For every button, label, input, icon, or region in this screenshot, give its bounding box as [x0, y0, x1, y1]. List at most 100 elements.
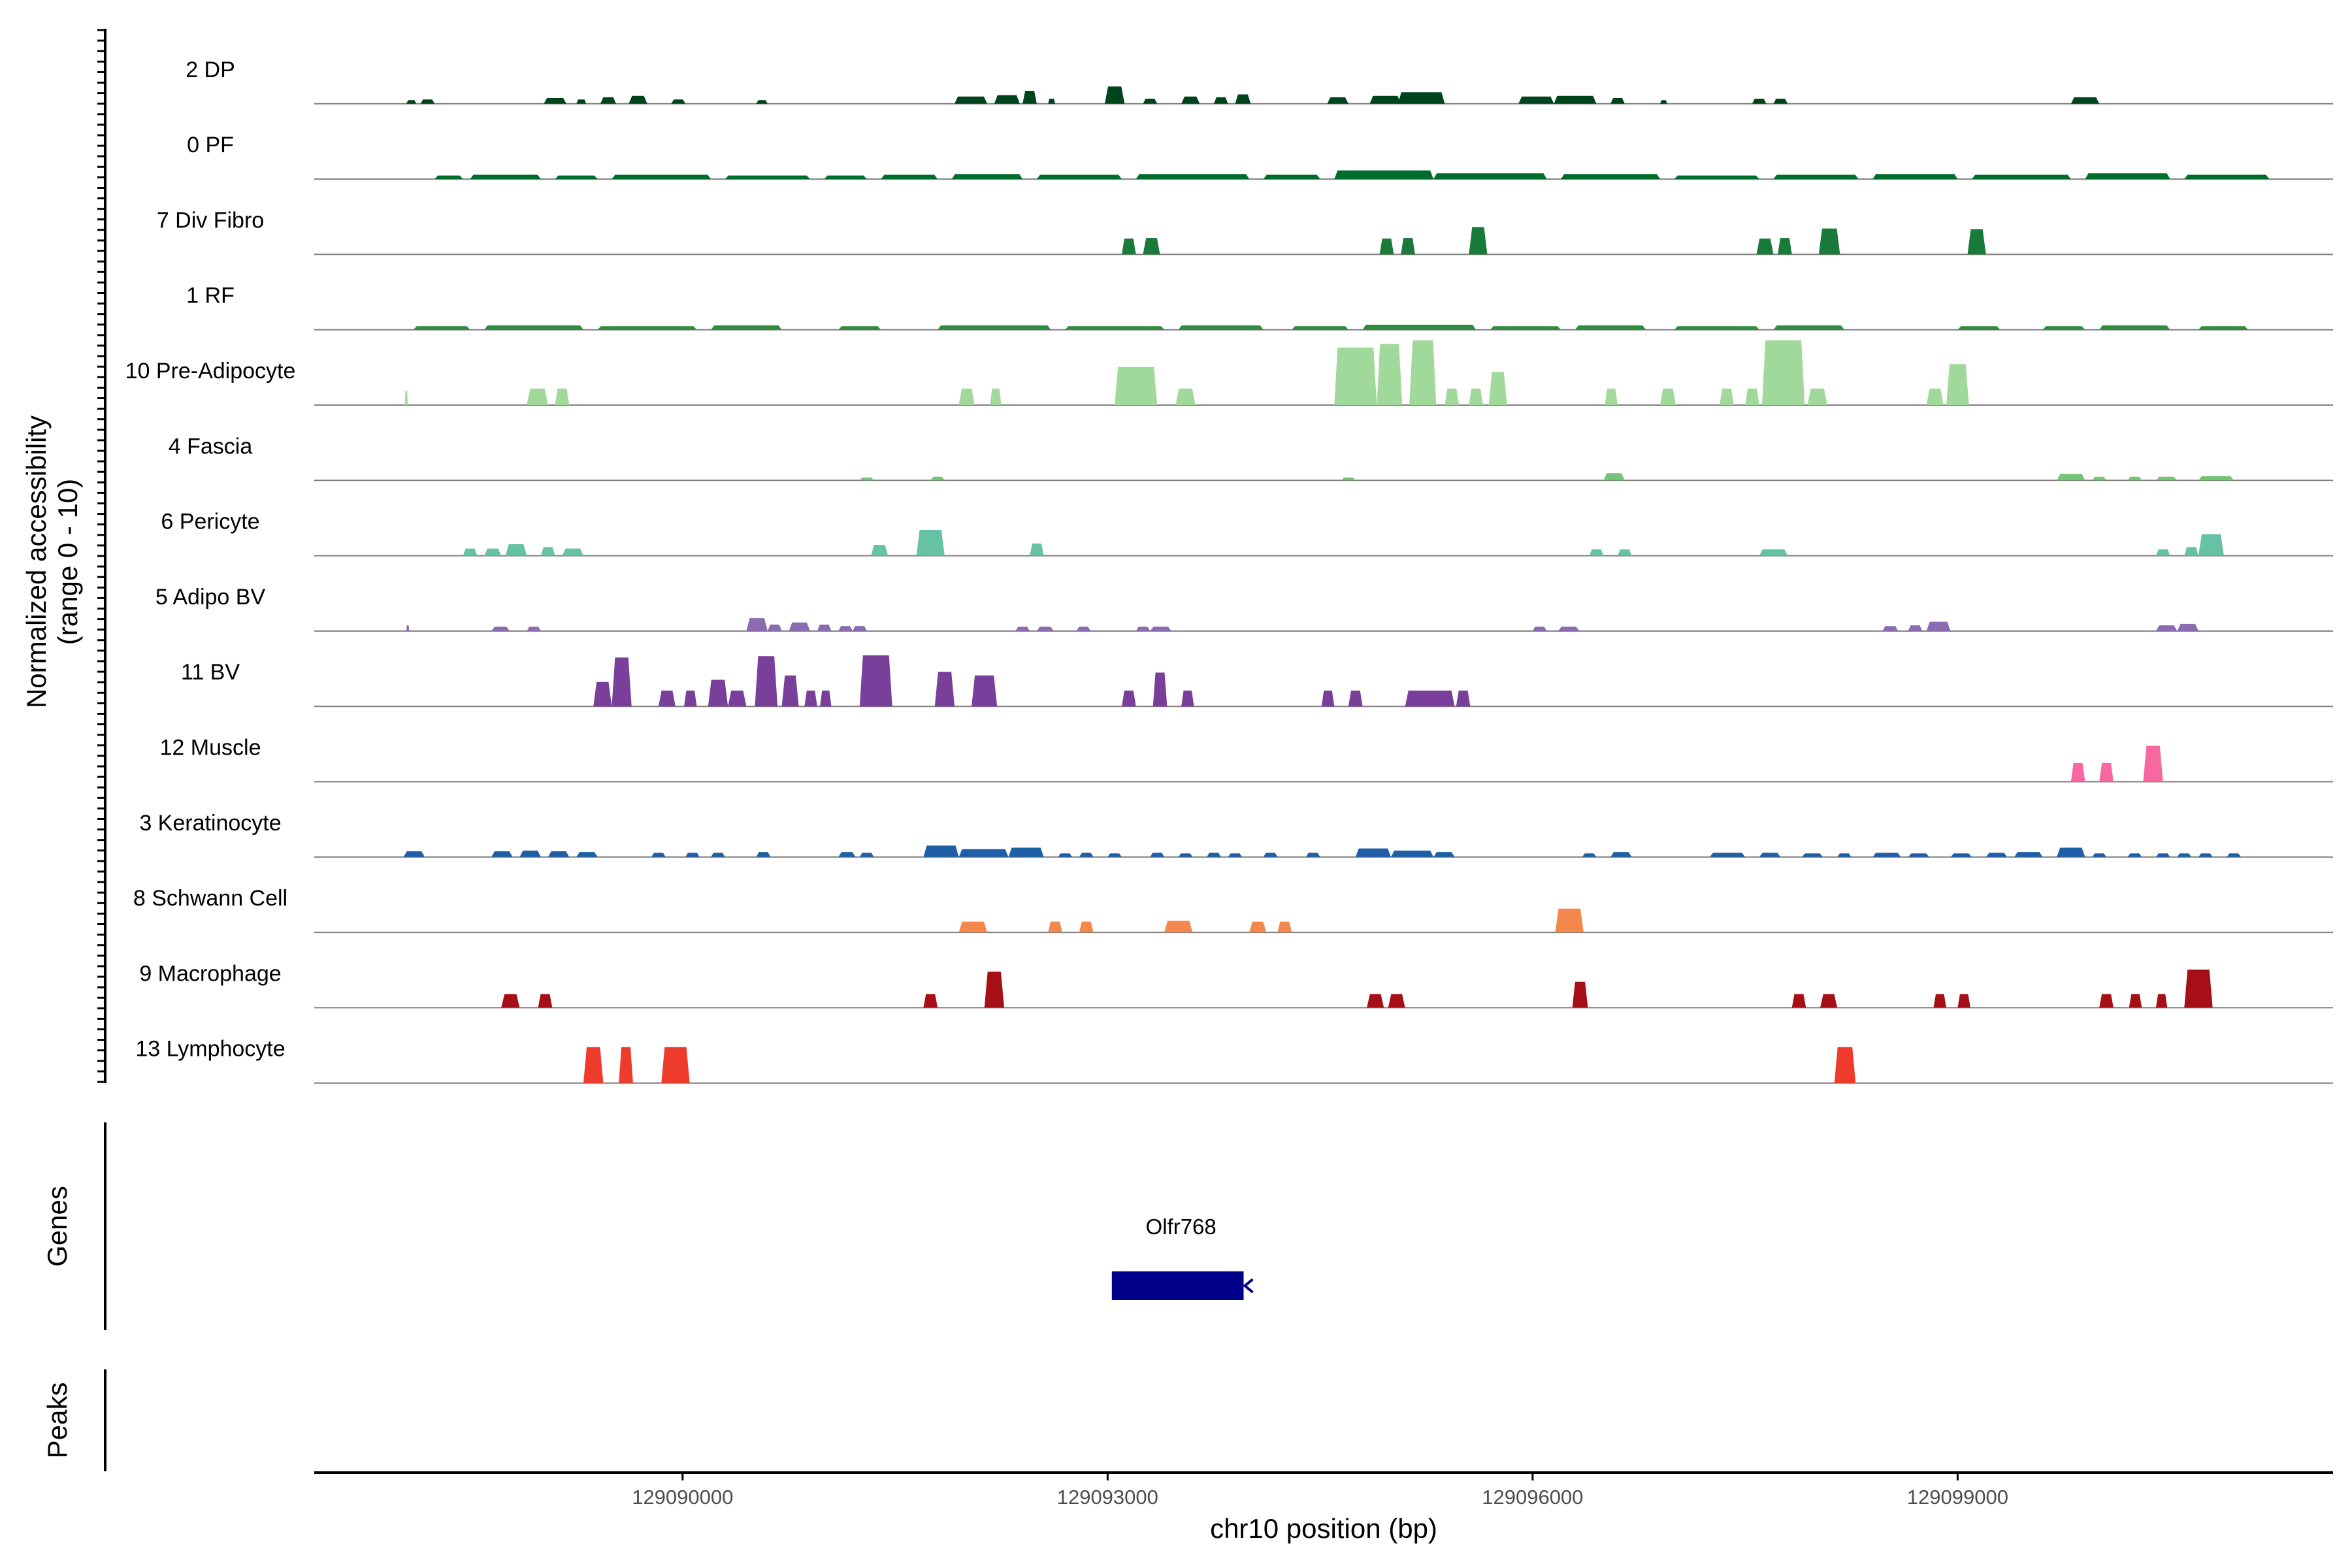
track-9-macrophage: 9 Macrophage	[139, 961, 2333, 1009]
accessibility-peak	[1950, 853, 1972, 857]
accessibility-peak	[708, 679, 728, 707]
accessibility-peak	[1745, 388, 1759, 405]
accessibility-peak	[2177, 853, 2192, 857]
accessibility-peak	[1079, 921, 1094, 933]
accessibility-peak	[1778, 238, 1792, 255]
accessibility-peak	[484, 325, 583, 330]
accessibility-peak	[1181, 691, 1194, 707]
accessibility-peak	[1872, 853, 1901, 857]
accessibility-peak	[1610, 852, 1632, 857]
accessibility-peak	[1079, 853, 1094, 857]
accessibility-peak	[684, 691, 697, 707]
accessibility-peak	[1164, 921, 1193, 933]
accessibility-peak	[540, 547, 555, 556]
accessibility-peak	[1405, 691, 1455, 707]
accessibility-peak	[1058, 853, 1073, 857]
accessibility-peak	[1341, 477, 1356, 481]
accessibility-peak	[685, 853, 700, 857]
x-tick-label: 129096000	[1482, 1486, 1583, 1509]
y-axis-title-line1: Normalized accessibility	[21, 416, 52, 708]
accessibility-peak	[2099, 325, 2170, 330]
accessibility-peak	[1228, 853, 1243, 857]
accessibility-peak	[1181, 96, 1200, 104]
accessibility-peak	[629, 95, 647, 104]
accessibility-peak	[1589, 549, 1604, 556]
accessibility-peak	[934, 672, 955, 707]
accessibility-peak	[661, 1047, 690, 1083]
accessibility-peak	[916, 530, 945, 556]
accessibility-peak	[984, 972, 1004, 1008]
accessibility-peak	[2184, 174, 2270, 180]
accessibility-peak	[2092, 853, 2107, 857]
accessibility-peak	[1572, 981, 1588, 1008]
accessibility-peak	[1532, 627, 1547, 631]
accessibility-peak	[838, 326, 881, 330]
accessibility-peak	[501, 994, 520, 1008]
accessibility-peak	[1022, 91, 1037, 104]
track-label: 1 RF	[186, 284, 235, 308]
track-6-pericyte: 6 Pericyte	[161, 510, 2333, 557]
accessibility-peak	[789, 622, 810, 631]
accessibility-peak	[2198, 853, 2213, 857]
accessibility-peak	[923, 994, 938, 1008]
accessibility-peak	[2014, 852, 2043, 857]
accessibility-peak	[1469, 227, 1488, 255]
accessibility-peak	[2155, 994, 2168, 1008]
accessibility-peak	[711, 325, 782, 330]
accessibility-peak	[2198, 534, 2224, 556]
accessibility-peak	[1355, 848, 1391, 857]
accessibility-peak	[1660, 100, 1667, 104]
accessibility-peak	[728, 691, 747, 707]
accessibility-peak	[1175, 388, 1196, 405]
track-label: 2 DP	[186, 57, 235, 82]
accessibility-peak	[1926, 388, 1944, 405]
accessibility-peak	[651, 853, 666, 857]
accessibility-peak	[434, 175, 463, 180]
accessibility-peak	[1030, 543, 1044, 556]
accessibility-peak	[1377, 344, 1403, 405]
track-12-muscle: 12 Muscle	[160, 736, 2333, 783]
accessibility-peak	[1334, 348, 1377, 405]
accessibility-peak	[1105, 86, 1125, 104]
accessibility-peak	[838, 852, 856, 857]
accessibility-peak	[2184, 970, 2213, 1008]
track-0-pf: 0 PF	[187, 133, 2333, 180]
accessibility-peak	[1957, 994, 1970, 1008]
accessibility-peak	[1178, 853, 1193, 857]
accessibility-peak	[1143, 99, 1158, 104]
accessibility-peak	[2099, 994, 2114, 1008]
accessibility-peak	[619, 1047, 633, 1083]
accessibility-peak	[583, 1047, 604, 1083]
accessibility-peak	[1554, 95, 1597, 104]
accessibility-peak	[1379, 238, 1394, 255]
track-7-div-fibro: 7 Div Fibro	[157, 208, 2333, 255]
accessibility-peak	[1122, 691, 1136, 707]
accessibility-peak	[1362, 325, 1477, 330]
x-axis-title: chr10 position (bp)	[1210, 1513, 1437, 1544]
accessibility-peak	[1518, 96, 1554, 104]
accessibility-peak	[1135, 627, 1151, 631]
accessibility-peak	[2127, 476, 2142, 481]
accessibility-peak	[781, 675, 799, 707]
accessibility-peak	[951, 174, 1023, 180]
accessibility-peak	[600, 97, 616, 104]
genes-panel-label: Genes	[42, 1186, 73, 1267]
accessibility-peak	[1107, 853, 1122, 857]
accessibility-peak	[711, 853, 725, 857]
accessibility-peak	[923, 845, 959, 857]
accessibility-peak	[1152, 672, 1168, 707]
accessibility-peak	[2143, 745, 2163, 782]
track-3-keratinocyte: 3 Keratinocyte	[139, 811, 2333, 858]
accessibility-peak	[2057, 474, 2085, 481]
accessibility-peak	[1908, 853, 1929, 857]
accessibility-peak	[1036, 174, 1122, 180]
accessibility-peak	[1348, 691, 1363, 707]
accessibility-peak	[2198, 326, 2248, 330]
accessibility-peak	[1115, 367, 1158, 405]
accessibility-peak	[1872, 174, 1958, 180]
accessibility-peak	[853, 626, 867, 631]
accessibility-peak	[658, 691, 676, 707]
accessibility-peak	[1756, 238, 1774, 255]
x-tick-label: 129099000	[1907, 1486, 2008, 1509]
